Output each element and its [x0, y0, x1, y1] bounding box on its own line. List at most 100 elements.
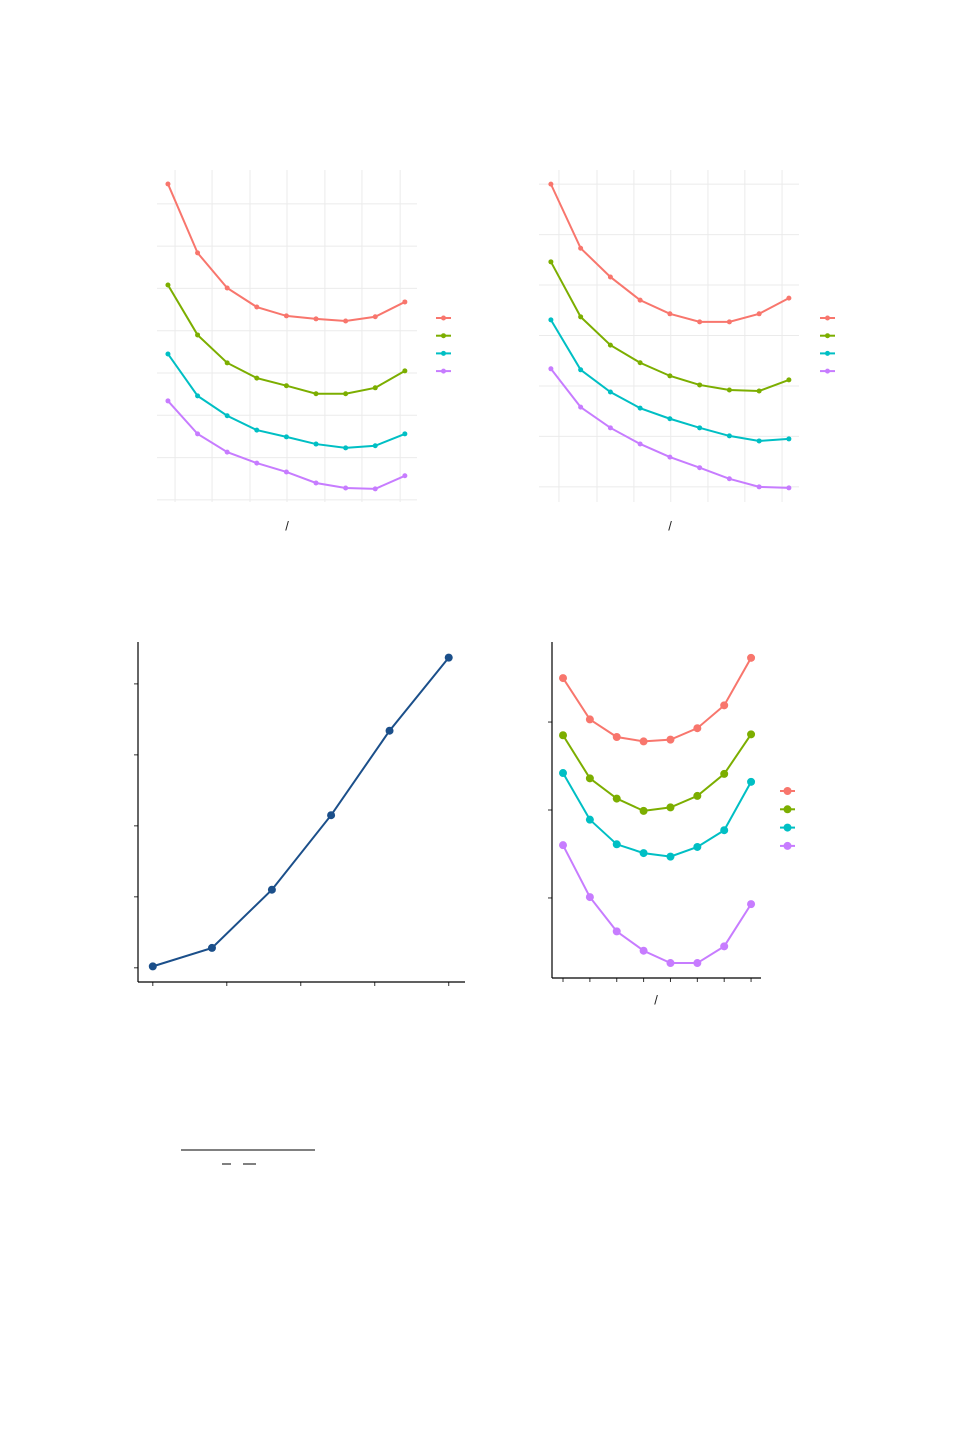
series-line: [167, 183, 406, 322]
x-axis-label: /: [668, 518, 672, 533]
point: [693, 842, 702, 851]
legend-key: [441, 350, 446, 356]
point: [207, 943, 216, 952]
x-axis-label: /: [285, 518, 289, 533]
point: [607, 425, 613, 431]
point: [720, 769, 729, 778]
point: [720, 826, 729, 835]
point: [726, 433, 732, 439]
point: [637, 441, 643, 447]
legend-key: [783, 805, 792, 814]
point: [283, 313, 289, 319]
legend-key: [783, 787, 792, 795]
legend-key: [783, 841, 792, 850]
point: [697, 465, 703, 471]
point: [747, 777, 756, 786]
point: [747, 653, 756, 662]
point: [343, 485, 349, 491]
series-line: [167, 353, 406, 449]
point: [343, 318, 349, 324]
point: [313, 316, 319, 322]
point: [402, 299, 408, 305]
point: [548, 181, 554, 187]
point: [720, 701, 729, 710]
series-line: [167, 400, 406, 490]
point: [343, 445, 349, 451]
point: [402, 473, 408, 479]
point: [372, 486, 378, 492]
point: [637, 297, 643, 303]
point: [559, 674, 568, 683]
point: [667, 311, 673, 317]
point: [747, 900, 756, 909]
point: [165, 181, 171, 187]
point: [786, 436, 792, 442]
point: [548, 366, 554, 372]
point: [667, 373, 673, 379]
point: [578, 404, 584, 410]
point: [372, 385, 378, 391]
point: [254, 304, 260, 310]
point: [385, 726, 394, 735]
point: [372, 314, 378, 320]
point: [254, 460, 260, 466]
point: [747, 730, 756, 739]
point: [224, 285, 230, 291]
point: [372, 443, 378, 449]
point: [637, 360, 643, 366]
series-line: [562, 733, 752, 812]
point: [756, 438, 762, 444]
series-line: [562, 844, 752, 965]
point: [612, 794, 621, 803]
point: [639, 737, 648, 746]
point: [254, 427, 260, 433]
point: [756, 484, 762, 490]
legend-key: [441, 333, 446, 339]
point: [195, 393, 201, 399]
legend-key: [441, 368, 446, 374]
point: [726, 476, 732, 482]
point: [148, 962, 157, 971]
series-line: [550, 261, 790, 393]
point: [666, 959, 675, 968]
point: [585, 774, 594, 783]
point: [578, 245, 584, 251]
series-line: [562, 772, 752, 858]
point: [637, 405, 643, 411]
point: [693, 959, 702, 968]
point: [786, 295, 792, 301]
series-line: [152, 656, 450, 968]
point: [578, 314, 584, 320]
legend-key: [783, 823, 792, 832]
series-line: [549, 183, 790, 323]
point: [559, 769, 568, 778]
point: [693, 724, 702, 733]
point: [756, 388, 762, 394]
point: [585, 715, 594, 724]
point: [313, 391, 319, 397]
point: [666, 735, 675, 744]
point: [639, 946, 648, 955]
point: [444, 653, 453, 662]
point: [585, 893, 594, 902]
point: [697, 425, 703, 431]
point: [720, 942, 729, 951]
series-line: [562, 657, 752, 743]
point: [402, 368, 408, 374]
point: [313, 480, 319, 486]
point: [666, 803, 675, 812]
point: [343, 391, 349, 397]
point: [612, 732, 621, 741]
point: [165, 351, 171, 357]
legend-key: [825, 350, 830, 356]
point: [165, 398, 171, 404]
point: [786, 377, 792, 383]
point: [612, 927, 621, 936]
point: [697, 319, 703, 325]
point: [195, 250, 201, 256]
legend-key: [825, 368, 830, 374]
series-line: [550, 319, 789, 442]
point: [607, 274, 613, 280]
point: [585, 815, 594, 824]
